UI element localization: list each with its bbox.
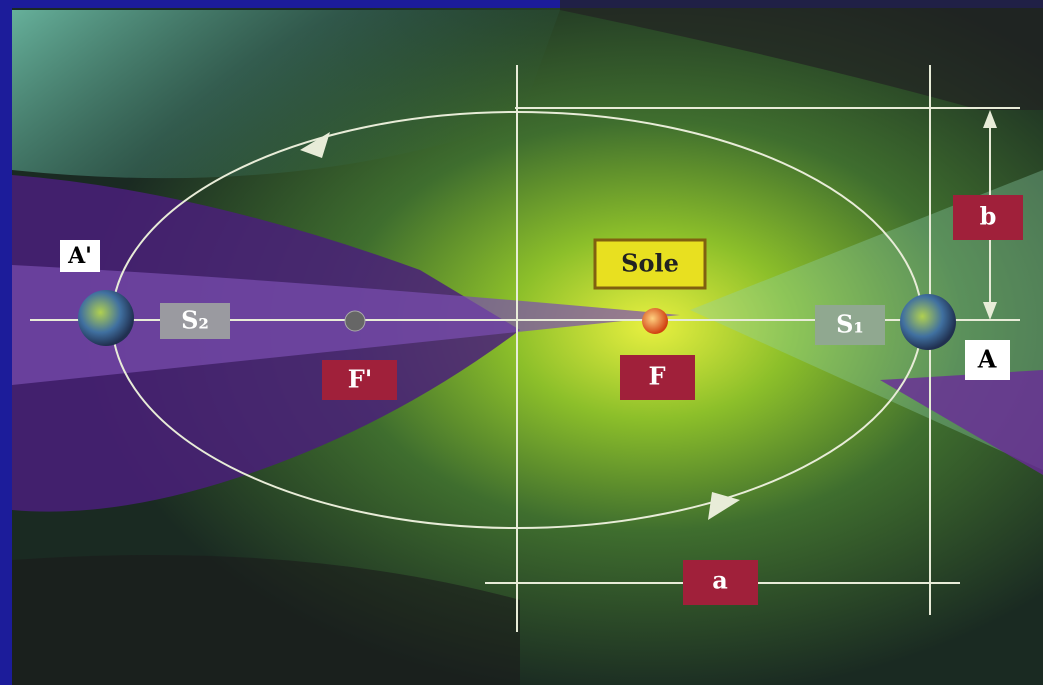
label: A — [977, 345, 997, 374]
label: b — [980, 202, 997, 231]
orbit-diagram: A' S₂ Sole F' F S₁ A b a — [0, 0, 1043, 685]
earth-aphelion — [78, 290, 134, 346]
label: S₁ — [836, 310, 864, 339]
label: Sole — [621, 249, 679, 278]
earth-perihelion — [900, 294, 956, 350]
label: F — [648, 362, 665, 391]
empty-focus — [345, 311, 365, 331]
label: S₂ — [181, 306, 209, 335]
label: F' — [348, 365, 372, 394]
label: a — [712, 566, 728, 595]
label: A' — [67, 243, 92, 269]
sun — [642, 308, 668, 334]
